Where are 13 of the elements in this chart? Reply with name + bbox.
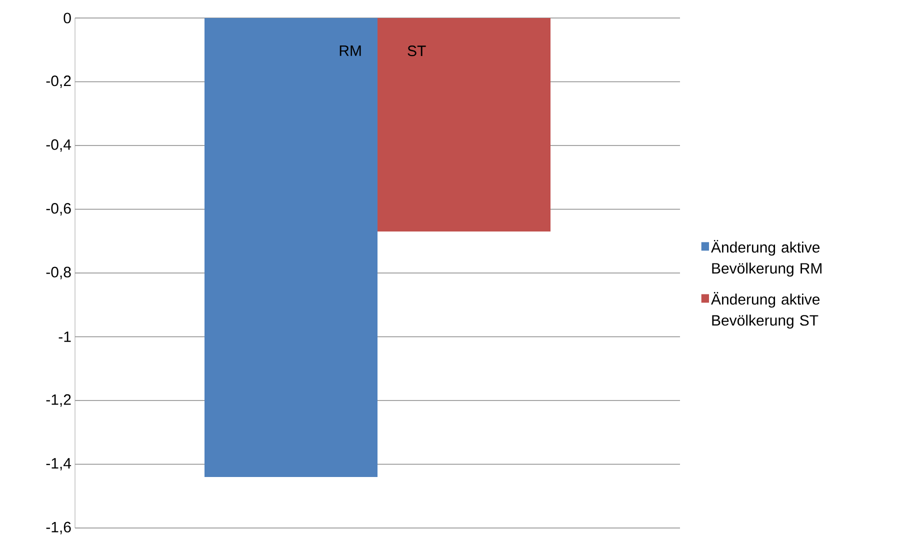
y-tick-label: -1,2: [46, 394, 71, 407]
y-tick-label: -1,4: [46, 458, 72, 470]
y-tick-label: -0,6: [46, 203, 71, 216]
annotation: RM: [340, 46, 361, 56]
y-tick-label: 0: [64, 12, 71, 24]
legend-label: Änderung aktive Bevölkerung ST: [711, 292, 820, 329]
y-tick-label: -0,4: [46, 139, 72, 152]
legend-label: Änderung aktive Bevölkerung RM: [711, 240, 822, 277]
y-tick-label: -0,2: [46, 76, 71, 88]
y-tick-label: -1: [58, 332, 71, 342]
annotation: ST: [408, 46, 426, 56]
y-tick-label: -0,8: [46, 266, 71, 280]
y-tick-label: -1,6: [46, 522, 71, 534]
